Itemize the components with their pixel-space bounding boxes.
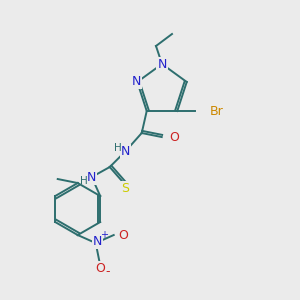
Text: H: H [80,176,88,186]
Text: H: H [114,143,122,153]
Text: N: N [157,58,167,70]
Text: N: N [93,235,102,248]
Text: -: - [106,265,110,278]
Text: O: O [170,130,180,143]
Text: N: N [132,76,141,88]
Text: N: N [87,170,96,184]
Text: +: + [100,230,108,240]
Text: O: O [95,262,105,275]
Text: N: N [121,145,130,158]
Text: O: O [119,229,129,242]
Text: S: S [121,182,129,194]
Text: Br: Br [209,104,223,118]
